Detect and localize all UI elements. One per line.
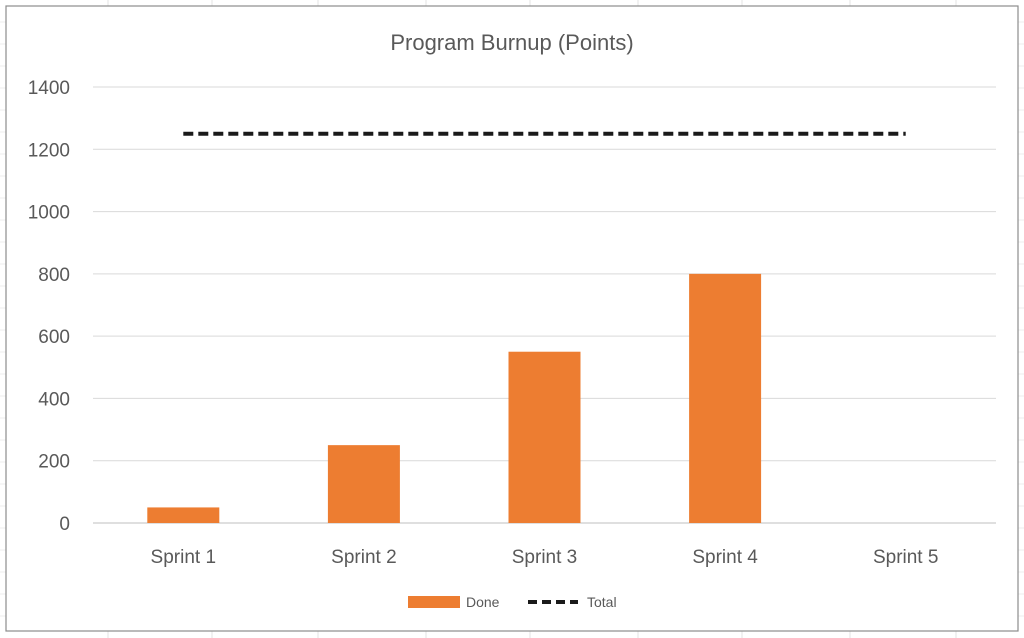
bar-series-done bbox=[147, 273, 762, 523]
y-tick-label: 1400 bbox=[28, 78, 70, 99]
bar-done bbox=[147, 507, 220, 523]
legend-label-done: Done bbox=[466, 594, 500, 610]
y-tick-label: 800 bbox=[38, 265, 70, 286]
x-tick-label: Sprint 3 bbox=[512, 547, 577, 568]
y-tick-label: 400 bbox=[38, 389, 70, 410]
bar-done bbox=[508, 351, 581, 523]
y-tick-label: 0 bbox=[59, 514, 70, 535]
legend: Done Total bbox=[408, 594, 617, 610]
x-tick-label: Sprint 4 bbox=[692, 547, 758, 568]
chart-border bbox=[5, 5, 1019, 632]
legend-label-total: Total bbox=[587, 594, 617, 610]
bar-done bbox=[327, 445, 400, 523]
legend-swatch-done bbox=[408, 596, 460, 608]
x-axis-ticks: Sprint 1 Sprint 2 Sprint 3 Sprint 4 Sprint 5 bbox=[151, 547, 939, 568]
y-tick-label: 1200 bbox=[28, 140, 70, 161]
x-tick-label: Sprint 1 bbox=[151, 547, 216, 568]
bar-done bbox=[689, 273, 762, 523]
y-tick-label: 1000 bbox=[28, 203, 70, 224]
x-tick-label: Sprint 5 bbox=[873, 547, 938, 568]
y-tick-label: 200 bbox=[38, 452, 70, 473]
y-axis-ticks: 0 200 400 600 800 1000 1200 1400 bbox=[28, 78, 70, 535]
chart-title: Program Burnup (Points) bbox=[390, 30, 633, 55]
x-tick-label: Sprint 2 bbox=[331, 547, 396, 568]
y-tick-label: 600 bbox=[38, 327, 70, 348]
